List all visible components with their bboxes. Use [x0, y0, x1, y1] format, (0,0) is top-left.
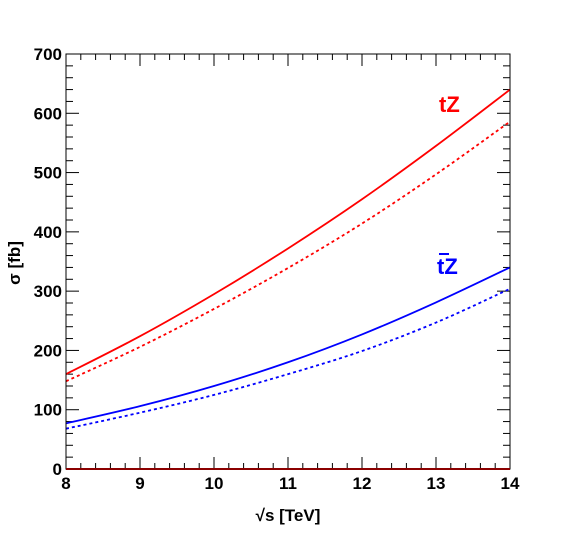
y-tick-label: 500: [34, 164, 62, 183]
x-tick-label: 13: [427, 474, 446, 493]
x-tick-label: 12: [353, 474, 372, 493]
series-lines: [65, 88, 511, 430]
y-axis-title: σ [fb]: [5, 241, 24, 285]
x-tick-label: 9: [135, 474, 144, 493]
y-tick-label: 700: [34, 45, 62, 64]
tick-labels: 8 9 10 11 12 13 14 0 100 200 300 400 500 600 700: [34, 45, 520, 493]
y-tick-label: 100: [34, 401, 62, 420]
series-line-2: [65, 266, 511, 425]
y-tick-label: 200: [34, 341, 62, 360]
series-line-0: [65, 88, 511, 375]
x-tick-label: 14: [501, 474, 520, 493]
x-tick-label: 10: [205, 474, 224, 493]
x-tick-label: 11: [279, 474, 297, 493]
y-tick-label: 300: [34, 282, 62, 301]
y-tick-label: 600: [34, 104, 62, 123]
x-tick-label: 8: [61, 474, 70, 493]
y-tick-label: 400: [34, 223, 62, 242]
series-line-3: [65, 287, 511, 430]
x-axis-title: √s [TeV]: [256, 506, 321, 525]
annotation-tbar-z: tZ: [437, 254, 458, 279]
y-tick-label: 0: [53, 460, 62, 479]
annotation-tz: tZ: [439, 92, 460, 117]
